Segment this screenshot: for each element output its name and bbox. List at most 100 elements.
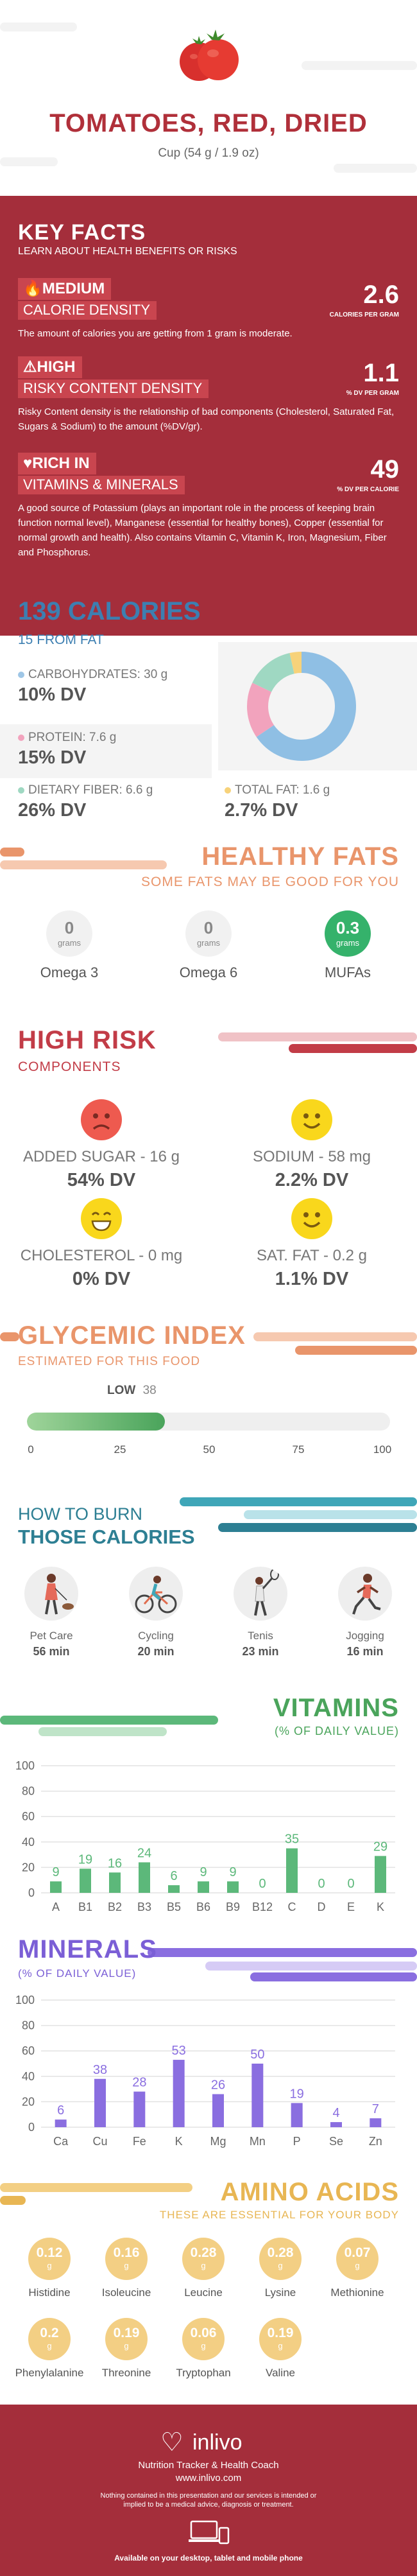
fat-omega3: 0 grams Omega 3	[31, 910, 108, 981]
decor-stripe	[0, 1332, 19, 1341]
minerals-bar-chart: 0 20 40 60 80 100 6 Ca 38 Cu 28 Fe 53 K 26 Mg 50 Mn 19 P 4 Se…	[15, 1994, 395, 2148]
carbs-dot	[18, 672, 24, 678]
risk-added-sugar: ADDED SUGAR - 16 g 54% DV	[5, 1099, 198, 1191]
disclaimer: Nothing contained in this presentation a…	[100, 2492, 317, 2509]
vitamin-data-label: 9	[229, 1865, 236, 1879]
decor-stripe	[334, 164, 417, 173]
vitamin-x-tick: B6	[196, 1901, 210, 1913]
key-fact-item: ⚠HIGH RISKY CONTENT DENSITY 1.1 % DV PER…	[18, 356, 399, 434]
mineral-data-label: 26	[211, 2078, 225, 2093]
decor-stripe	[0, 1716, 218, 1725]
risk-cholesterol: CHOLESTEROL - 0 mg 0% DV	[5, 1198, 198, 1290]
mineral-x-tick: Cu	[92, 2135, 107, 2148]
risk-sodium: SODIUM - 58 mg 2.2% DV	[216, 1099, 408, 1191]
devices-icon	[186, 2519, 231, 2547]
decor-stripe	[0, 22, 77, 31]
glycemic-tick: 75	[292, 1443, 305, 1456]
risk-title: HIGH RISK	[18, 1026, 157, 1054]
rich-in-value: 49	[370, 455, 400, 483]
mineral-y-tick: 80	[22, 2019, 35, 2032]
decor-stripe	[38, 1727, 167, 1736]
glycemic-subtitle: ESTIMATED FOR THIS FOOD	[18, 1355, 201, 1368]
donut-slice-fiber	[252, 653, 294, 692]
decor-stripe	[0, 2196, 26, 2205]
vitamins-subtitle: (% OF DAILY VALUE)	[274, 1725, 399, 1737]
mineral-x-tick: Zn	[369, 2135, 382, 2148]
burn-title-2: THOSE CALORIES	[18, 1526, 195, 1548]
risky-content-badge: ⚠HIGH	[18, 356, 82, 378]
decor-stripe	[250, 1972, 417, 1981]
amino-lysine: 0.28 g Lysine	[245, 2238, 316, 2299]
rich-in-badge: ♥RICH IN	[18, 453, 96, 474]
amino-histidine: 0.12 g Histidine	[14, 2238, 85, 2299]
key-fact-item: 🔥MEDIUM CALORIE DENSITY 2.6 CALORIES PER…	[18, 278, 399, 341]
mineral-data-label: 38	[93, 2063, 107, 2077]
vitamins-bar-chart: 0 20 40 60 80 100 9 A 19 B1 16 B2 24 B3 6 B5 9 B6 9 B9 0 B12 3…	[15, 1759, 395, 1913]
activity-jogging: Jogging 16 min	[327, 1567, 404, 1658]
vitamin-x-tick: B12	[252, 1901, 273, 1913]
fat-mufas: 0.3 grams MUFAs	[309, 910, 386, 981]
amino-phenylalanine: 0.2 g Phenylalanine	[14, 2318, 85, 2380]
amino-threonine: 0.19 g Threonine	[91, 2318, 162, 2380]
mineral-x-tick: Se	[329, 2135, 343, 2148]
vitamin-x-tick: D	[318, 1901, 326, 1913]
inlivo-logo-icon: ♡	[160, 2428, 183, 2457]
fats-title: HEALTHY FATS	[201, 842, 399, 871]
nutrient-fiber: DIETARY FIBER: 6.6 g 26% DV	[18, 783, 153, 821]
glycemic-tick: 0	[28, 1443, 34, 1456]
vitamin-bar	[139, 1862, 150, 1893]
calories-subtitle: 15 FROM FAT	[18, 632, 104, 647]
burn-title-1: HOW TO BURN	[18, 1504, 143, 1524]
mineral-bar	[330, 2122, 342, 2127]
availability-note: Available on your desktop, tablet and mo…	[114, 2554, 303, 2563]
vitamin-x-tick: B5	[167, 1901, 181, 1913]
warning-icon: ⚠	[23, 358, 37, 376]
decor-stripe	[289, 1044, 417, 1053]
vitamin-data-label: 0	[259, 1877, 266, 1891]
mineral-data-label: 28	[132, 2076, 146, 2090]
risky-content-label: RISKY CONTENT DENSITY	[18, 379, 209, 398]
donut-slice-fat	[289, 652, 302, 674]
glycemic-value: 38	[142, 1384, 157, 1397]
amino-methionine: 0.07 g Methionine	[322, 2238, 393, 2299]
vitamin-bar	[109, 1872, 121, 1893]
risk-subtitle: COMPONENTS	[18, 1059, 121, 1074]
vitamin-data-label: 24	[137, 1846, 151, 1860]
rich-in-label: VITAMINS & MINERALS	[18, 476, 185, 494]
mineral-y-tick: 20	[22, 2095, 35, 2108]
amino-leucine: 0.28 g Leucine	[168, 2238, 239, 2299]
sad-face-icon	[81, 1099, 122, 1140]
minerals-subtitle: (% OF DAILY VALUE)	[18, 1967, 137, 1980]
vitamin-data-label: 19	[78, 1852, 92, 1867]
decor-stripe	[218, 1523, 417, 1532]
mineral-data-label: 19	[290, 2087, 304, 2101]
mineral-data-label: 6	[57, 2103, 64, 2118]
mineral-bar	[55, 2119, 67, 2127]
minerals-title: MINERALS	[18, 1935, 157, 1963]
brand-url[interactable]: www.inlivo.com	[175, 2473, 242, 2484]
glycemic-bar-fill	[27, 1413, 166, 1431]
happy-face-icon	[291, 1198, 332, 1239]
amino-valine: 0.19 g Valine	[245, 2318, 316, 2380]
vitamin-bar	[80, 1868, 91, 1893]
heart-icon: ♥	[23, 455, 33, 472]
brand-name: inlivo	[192, 2430, 243, 2455]
decor-stripe	[218, 1032, 417, 1041]
vitamin-x-tick: B9	[226, 1901, 240, 1913]
mineral-data-label: 53	[172, 2044, 186, 2058]
page-title: TOMATOES, RED, DRIED	[49, 109, 368, 137]
decor-stripe	[148, 1948, 417, 1957]
decor-stripe	[244, 1510, 417, 1519]
vitamin-data-label: 35	[285, 1832, 299, 1847]
fiber-dot	[18, 787, 24, 794]
key-facts-title: KEY FACTS	[18, 220, 146, 245]
calorie-density-label: CALORIE DENSITY	[18, 301, 157, 320]
vitamin-data-label: 0	[347, 1877, 354, 1891]
nutrient-carbs: CARBOHYDRATES: 30 g 10% DV	[18, 668, 168, 705]
vitamin-x-tick: E	[347, 1901, 355, 1913]
vitamin-x-tick: K	[377, 1901, 384, 1913]
calorie-density-value: 2.6	[363, 281, 399, 309]
mineral-bar	[133, 2091, 146, 2127]
mineral-y-tick: 0	[28, 2121, 35, 2134]
amino-isoleucine: 0.16 g Isoleucine	[91, 2238, 162, 2299]
